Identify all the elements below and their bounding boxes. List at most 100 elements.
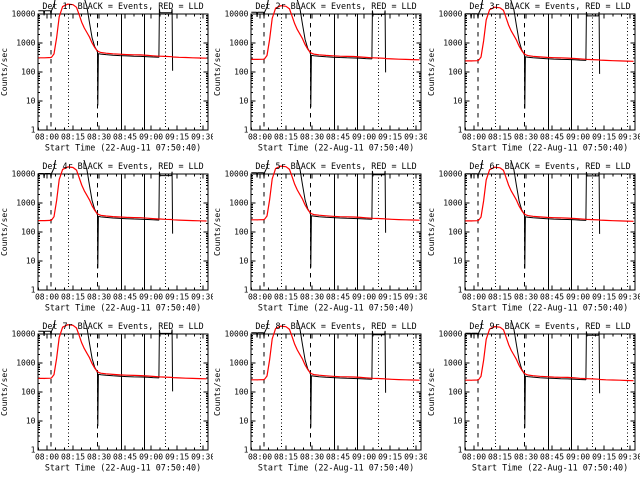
y-tick-label: 100 [234, 68, 249, 77]
x-tick-label: 09:15 [592, 292, 616, 301]
reference-lines [263, 14, 415, 130]
x-tick-label: 08:00 [462, 452, 486, 461]
x-tick-label: 09:15 [165, 452, 189, 461]
reference-lines [50, 334, 202, 450]
y-tick-label: 1 [457, 126, 462, 135]
x-tick-label: 08:15 [61, 132, 85, 141]
plot-box [250, 13, 422, 131]
y-tick-label: 1000 [16, 359, 35, 368]
x-tick-label: 09:00 [566, 292, 590, 301]
x-tick-label: 08:30 [300, 292, 324, 301]
panel-det-1r: Det 1r BLACK = Events, RED = LLD 1 10 100 10… [0, 0, 213, 152]
events-curve [38, 320, 174, 427]
reference-lines [50, 174, 202, 290]
x-axis-label: Start Time (22-Aug-11 07:50:40) [45, 142, 201, 152]
x-tick-label: 09:15 [592, 452, 616, 461]
y-tick-label: 100 [448, 68, 463, 77]
x-tick-label: 09:30 [404, 132, 426, 141]
y-axis-label: Counts/sec [213, 368, 222, 416]
y-tick-label: 1000 [16, 199, 35, 208]
x-tick-label: 09:00 [139, 292, 163, 301]
panel-text: Det 7r BLACK = Events, RED = LLD 1 10 100 10… [0, 321, 213, 472]
x-axis-label: Start Time (22-Aug-11 07:50:40) [258, 302, 414, 312]
reference-lines [477, 334, 628, 450]
panel-det-8r: Det 8r BLACK = Events, RED = LLD 1 10 100 10… [213, 320, 427, 472]
y-axis-label: Counts/sec [427, 368, 436, 416]
x-tick-label: 09:30 [618, 452, 640, 461]
panel-title: Det 6r BLACK = Events, RED = LLD [469, 161, 630, 171]
panel-title: Det 5r BLACK = Events, RED = LLD [256, 161, 417, 171]
panel-det-6r: Det 6r BLACK = Events, RED = LLD 1 10 100 10… [427, 160, 640, 312]
y-tick-label: 10 [453, 97, 463, 106]
lld-curve [38, 166, 207, 222]
x-tick-label: 09:00 [352, 452, 376, 461]
lld-curve [464, 166, 634, 222]
y-tick-label: 1 [31, 446, 36, 455]
y-tick-label: 1000 [16, 39, 35, 48]
plot-box [37, 333, 209, 451]
x-axis-label: Start Time (22-Aug-11 07:50:40) [258, 142, 414, 152]
y-tick-label: 10000 [11, 10, 35, 19]
panel-title: Det 2r BLACK = Events, RED = LLD [256, 1, 417, 11]
plot-box [464, 13, 636, 131]
x-tick-label: 08:00 [35, 292, 59, 301]
panel-det-3r: Det 3r BLACK = Events, RED = LLD 1 10 100 10… [427, 0, 640, 152]
axes [250, 333, 422, 451]
y-axis-label: Counts/sec [213, 48, 222, 96]
x-tick-label: 08:00 [35, 132, 59, 141]
x-axis-label: Start Time (22-Aug-11 07:50:40) [258, 462, 414, 472]
x-tick-label: 08:15 [61, 292, 85, 301]
y-tick-label: 10 [26, 417, 36, 426]
panel-title: Det 8r BLACK = Events, RED = LLD [256, 321, 417, 331]
x-tick-label: 09:15 [378, 452, 402, 461]
panel-text: Det 8r BLACK = Events, RED = LLD 1 10 100 10… [213, 321, 426, 472]
panel-title: Det 4r BLACK = Events, RED = LLD [42, 161, 203, 171]
axes [37, 333, 209, 451]
y-tick-label: 10000 [438, 170, 462, 179]
x-tick-label: 09:15 [592, 132, 616, 141]
x-tick-label: 08:15 [488, 292, 512, 301]
y-tick-label: 1 [31, 286, 36, 295]
events-curve [251, 320, 387, 428]
y-axis-label: Counts/sec [427, 48, 436, 96]
x-tick-label: 09:30 [404, 292, 426, 301]
x-tick-label: 08:15 [274, 132, 298, 141]
axes [464, 13, 636, 131]
y-tick-label: 10 [26, 97, 36, 106]
x-axis-label: Start Time (22-Aug-11 07:50:40) [471, 462, 627, 472]
x-tick-label: 08:45 [540, 452, 564, 461]
panel-text: Det 5r BLACK = Events, RED = LLD 1 10 100 10… [213, 161, 426, 312]
panel-det-2r: Det 2r BLACK = Events, RED = LLD 1 10 100 10… [213, 0, 427, 152]
y-tick-label: 1000 [230, 199, 249, 208]
y-axis-label: Counts/sec [427, 208, 436, 256]
x-tick-label: 09:30 [191, 292, 213, 301]
x-tick-label: 08:00 [462, 132, 486, 141]
plot-box [464, 333, 636, 451]
reference-lines [263, 174, 415, 290]
x-tick-label: 09:15 [378, 292, 402, 301]
y-tick-label: 1000 [443, 199, 462, 208]
x-tick-label: 08:30 [87, 452, 111, 461]
x-tick-label: 09:00 [139, 452, 163, 461]
x-tick-label: 09:00 [352, 132, 376, 141]
x-tick-label: 09:00 [139, 132, 163, 141]
x-tick-label: 08:00 [35, 452, 59, 461]
x-tick-label: 09:30 [191, 452, 213, 461]
x-tick-label: 09:00 [352, 292, 376, 301]
x-tick-label: 08:45 [540, 292, 564, 301]
lld-curve [464, 326, 634, 382]
y-tick-label: 10000 [225, 170, 249, 179]
y-tick-label: 100 [21, 68, 36, 77]
panel-title: Det 3r BLACK = Events, RED = LLD [469, 1, 630, 11]
axes [37, 173, 209, 291]
y-tick-label: 10000 [11, 170, 35, 179]
x-tick-label: 09:00 [566, 132, 590, 141]
axes [464, 173, 636, 291]
y-tick-label: 1000 [443, 359, 462, 368]
events-curve [464, 320, 600, 429]
plot-box [37, 173, 209, 291]
y-tick-label: 10000 [225, 330, 249, 339]
y-tick-label: 1 [31, 126, 36, 135]
x-tick-label: 08:00 [248, 132, 272, 141]
